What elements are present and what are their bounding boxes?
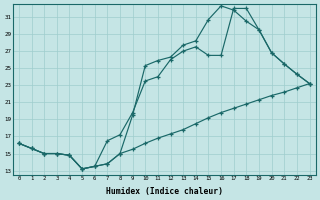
X-axis label: Humidex (Indice chaleur): Humidex (Indice chaleur) xyxy=(106,187,223,196)
